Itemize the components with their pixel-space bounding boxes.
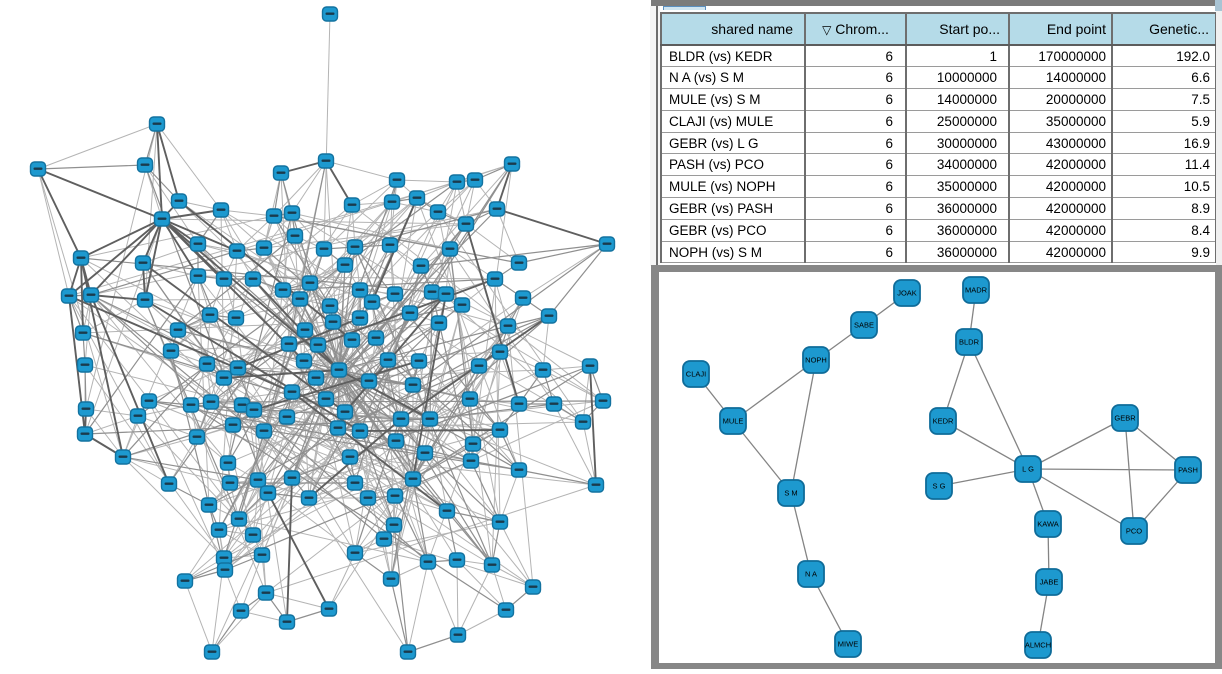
svg-text:JOAK: JOAK: [897, 289, 917, 298]
svg-text:PASH: PASH: [1178, 466, 1198, 475]
svg-text:MADR: MADR: [965, 286, 988, 295]
svg-text:S M: S M: [784, 489, 797, 498]
svg-text:GEBR: GEBR: [1114, 414, 1136, 423]
svg-text:N A: N A: [805, 570, 817, 579]
svg-text:MIWE: MIWE: [838, 640, 858, 649]
svg-text:KAWA: KAWA: [1037, 520, 1059, 529]
svg-text:L G: L G: [1022, 465, 1034, 474]
svg-text:MULE: MULE: [723, 417, 744, 426]
svg-text:S G: S G: [933, 482, 946, 491]
svg-text:PCO: PCO: [1126, 527, 1142, 536]
svg-text:KEDR: KEDR: [933, 417, 954, 426]
svg-text:SABE: SABE: [854, 321, 874, 330]
svg-text:NOPH: NOPH: [805, 356, 827, 365]
svg-text:CLAJI: CLAJI: [686, 370, 706, 379]
svg-text:BLDR: BLDR: [959, 338, 980, 347]
svg-text:JABE: JABE: [1040, 578, 1059, 587]
svg-text:ALMCH: ALMCH: [1025, 641, 1051, 650]
